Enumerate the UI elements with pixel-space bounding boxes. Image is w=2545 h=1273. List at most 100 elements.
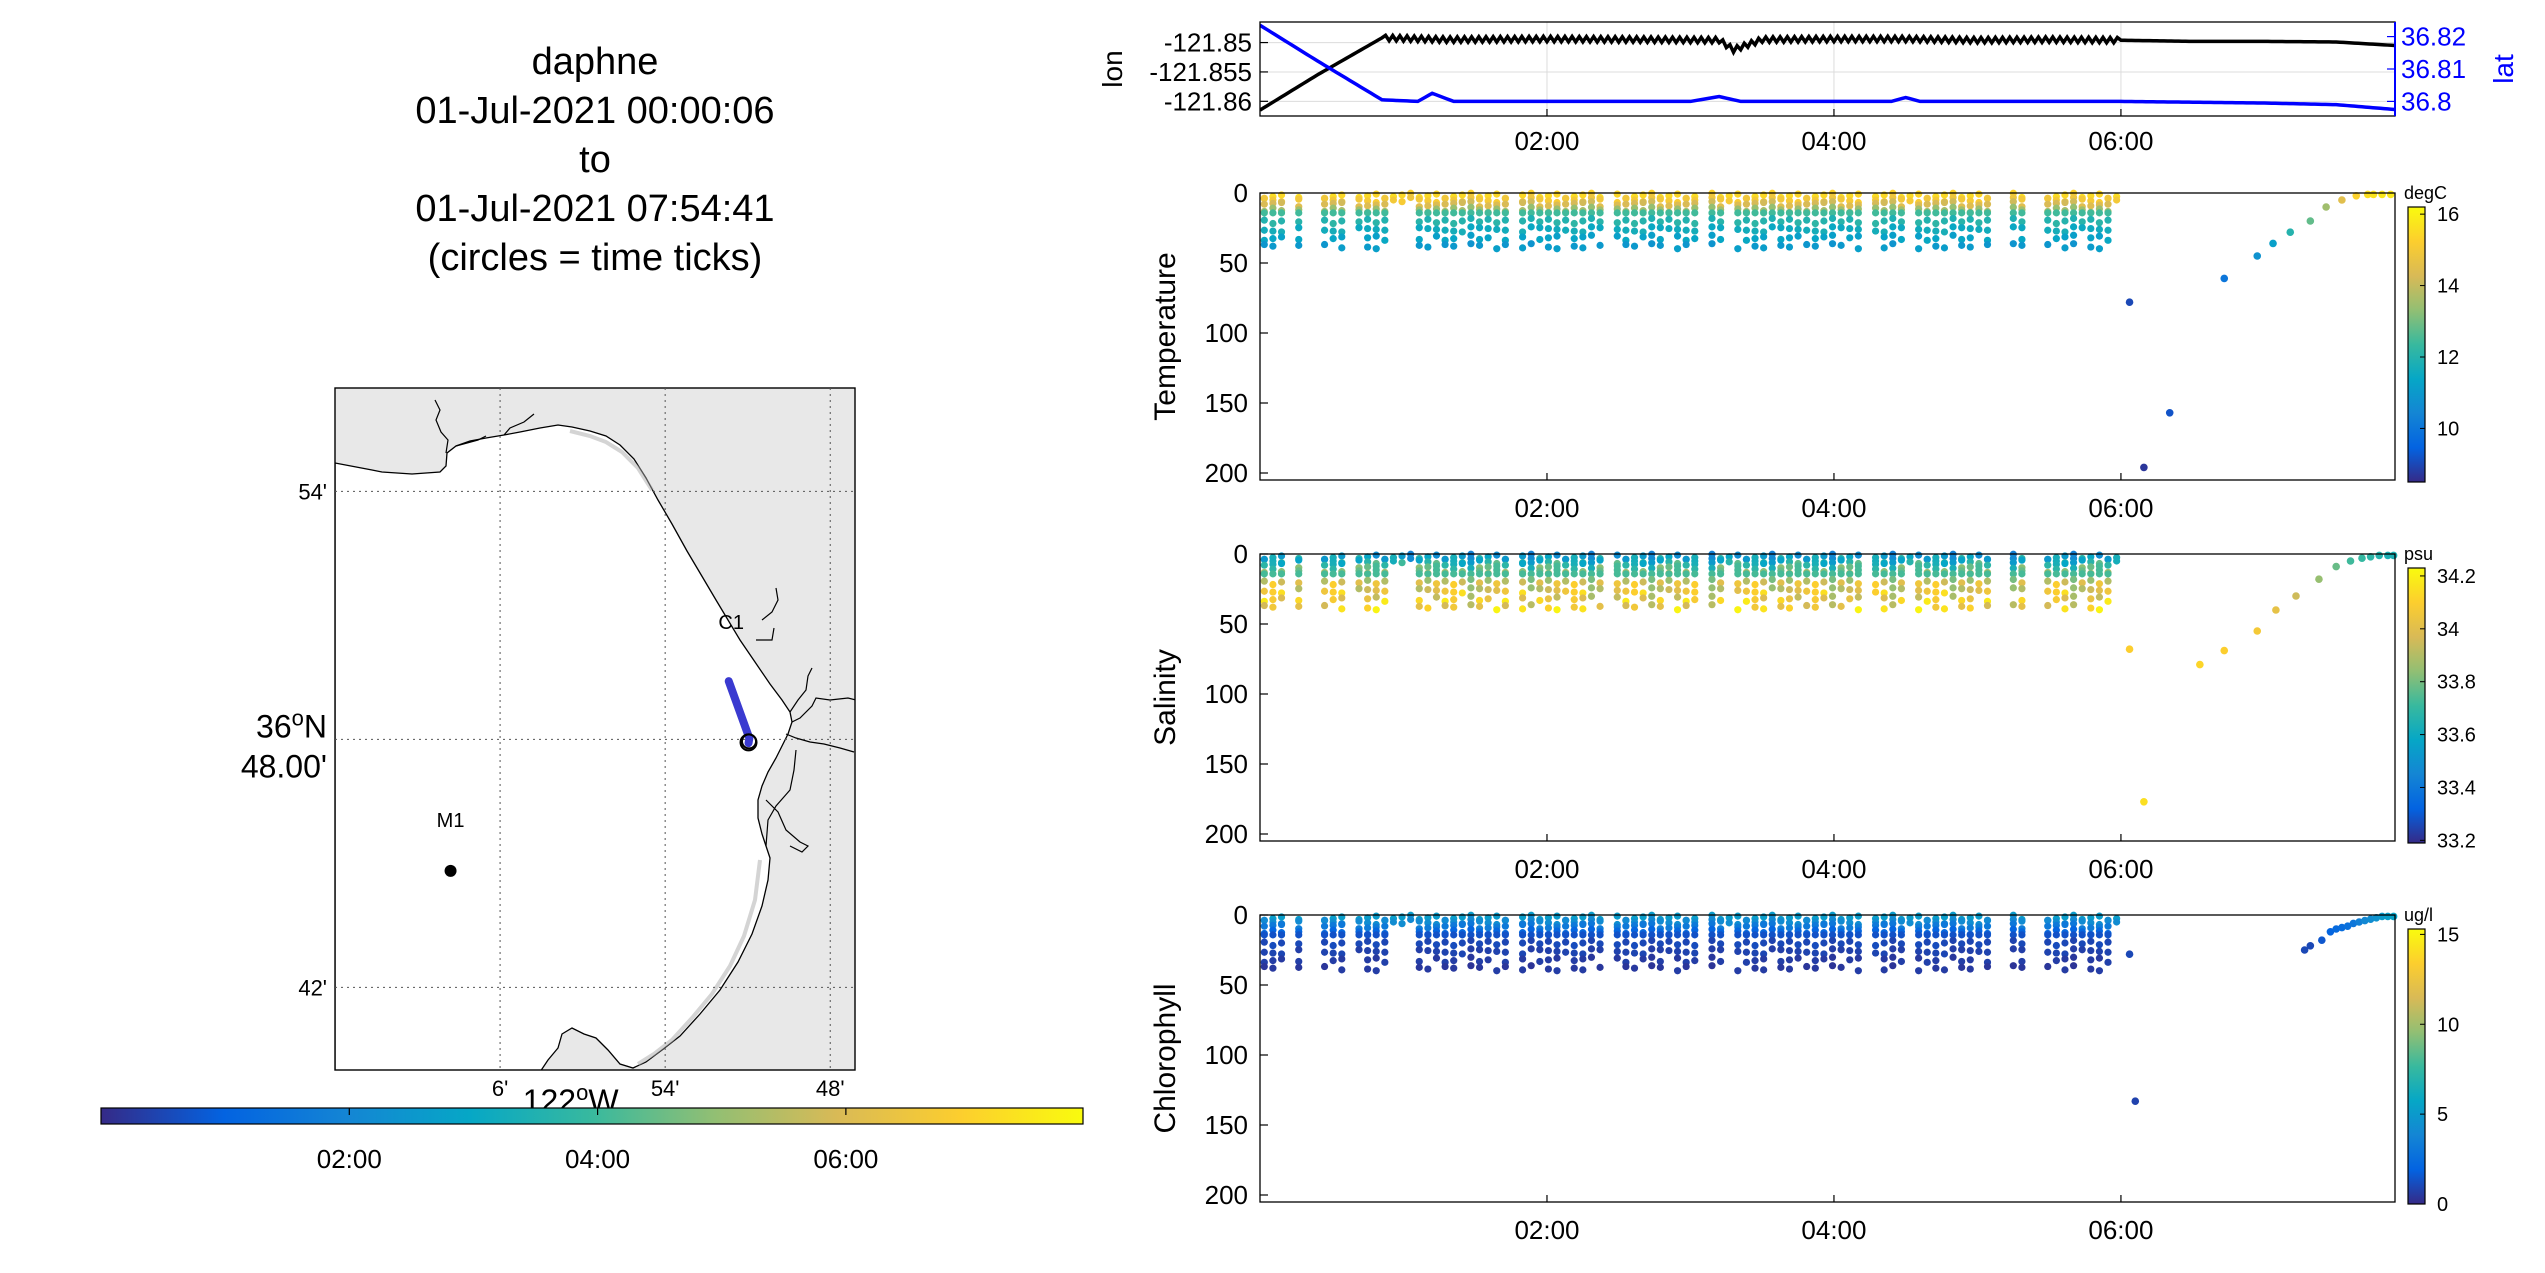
data-point xyxy=(1897,224,1905,232)
data-point xyxy=(1889,240,1897,248)
data-point xyxy=(1906,558,1914,566)
y-tick-label: 50 xyxy=(1219,248,1248,278)
data-point xyxy=(1475,940,1484,948)
data-point xyxy=(1320,240,1329,249)
data-point xyxy=(1915,245,1923,253)
data-point xyxy=(1811,580,1819,589)
data-point xyxy=(2069,920,2078,928)
data-point xyxy=(1295,224,1303,232)
data-point xyxy=(1725,914,1733,922)
data-point xyxy=(1785,209,1794,217)
data-point xyxy=(2113,557,2121,565)
data-point xyxy=(1820,233,1828,241)
data-point xyxy=(1656,579,1664,587)
data-point xyxy=(1639,594,1647,602)
data-point xyxy=(2087,209,2095,217)
data-point xyxy=(1932,219,1940,228)
data-point xyxy=(1613,219,1621,227)
data-point xyxy=(2052,235,2060,243)
data-point xyxy=(1940,217,1949,225)
data-point xyxy=(2087,192,2095,200)
colorbar-tick-label: 10 xyxy=(2437,418,2459,440)
data-point xyxy=(2044,209,2052,217)
data-point xyxy=(1734,947,1742,956)
data-point xyxy=(1295,963,1303,971)
data-point xyxy=(1527,945,1535,953)
data-point xyxy=(2009,925,2017,933)
data-point xyxy=(1441,938,1449,946)
data-point xyxy=(2044,587,2052,595)
data-point xyxy=(1854,219,1862,227)
data-point xyxy=(1415,585,1423,593)
data-point xyxy=(1450,596,1458,604)
data-point xyxy=(2009,559,2017,567)
data-point xyxy=(1338,198,1346,207)
data-point xyxy=(1536,940,1544,948)
data-point xyxy=(1338,931,1346,939)
data-point xyxy=(1398,920,1406,928)
data-point xyxy=(1467,240,1475,248)
data-point xyxy=(1846,946,1854,955)
data-point xyxy=(1760,950,1768,958)
data-point xyxy=(1389,196,1398,204)
data-point xyxy=(1811,931,1819,939)
data-point xyxy=(1708,223,1716,231)
data-point xyxy=(2338,196,2346,204)
data-point xyxy=(1501,948,1509,956)
data-point xyxy=(1475,931,1484,939)
data-point xyxy=(1820,589,1828,597)
data-point xyxy=(1415,218,1423,226)
data-point xyxy=(1906,553,1914,561)
data-point xyxy=(1527,920,1535,928)
data-point xyxy=(2125,645,2134,653)
data-point xyxy=(1803,570,1811,578)
data-point xyxy=(1518,570,1527,578)
colorbar-unit-label: degC xyxy=(2404,183,2447,203)
data-point xyxy=(2018,570,2026,578)
data-point xyxy=(1381,577,1389,585)
data-point xyxy=(1596,218,1604,226)
data-point xyxy=(1415,235,1423,244)
data-point xyxy=(1803,555,1811,563)
data-point xyxy=(2087,604,2095,612)
data-point xyxy=(1475,585,1484,593)
data-point xyxy=(1932,227,1940,235)
data-point xyxy=(1708,962,1716,970)
data-point xyxy=(1708,931,1716,939)
data-point xyxy=(2052,941,2060,950)
data-point xyxy=(2061,233,2069,241)
data-point xyxy=(2009,920,2017,928)
data-point xyxy=(1424,553,1432,561)
data-point xyxy=(1785,202,1794,210)
data-point xyxy=(1820,578,1828,586)
data-point xyxy=(2069,240,2078,248)
data-point xyxy=(1923,958,1931,966)
data-point xyxy=(1518,920,1527,929)
data-point xyxy=(2326,928,2335,936)
x-tick-label: 02:00 xyxy=(1514,854,1579,884)
data-point xyxy=(1820,955,1828,963)
data-point xyxy=(1587,575,1596,584)
data-point xyxy=(1673,593,1682,601)
data-point xyxy=(1260,226,1268,234)
data-point xyxy=(1785,604,1794,612)
data-point xyxy=(1338,209,1346,217)
data-point xyxy=(1915,941,1923,949)
data-point xyxy=(2078,931,2086,939)
data-point xyxy=(1648,223,1656,231)
lon-tick-label: -121.85 xyxy=(1164,28,1252,58)
data-point xyxy=(1415,931,1423,939)
data-point xyxy=(1880,939,1888,947)
data-point xyxy=(1708,945,1716,953)
data-point xyxy=(1355,224,1363,232)
colorbar-tick-label: 14 xyxy=(2437,276,2459,298)
data-point xyxy=(1295,602,1303,610)
data-point xyxy=(1295,570,1303,578)
data-point xyxy=(1958,602,1966,610)
data-point xyxy=(1562,555,1570,563)
data-point xyxy=(1295,235,1303,244)
data-point xyxy=(1544,919,1553,927)
data-point xyxy=(1768,209,1776,217)
data-point xyxy=(1708,570,1716,578)
data-point xyxy=(1424,946,1432,955)
